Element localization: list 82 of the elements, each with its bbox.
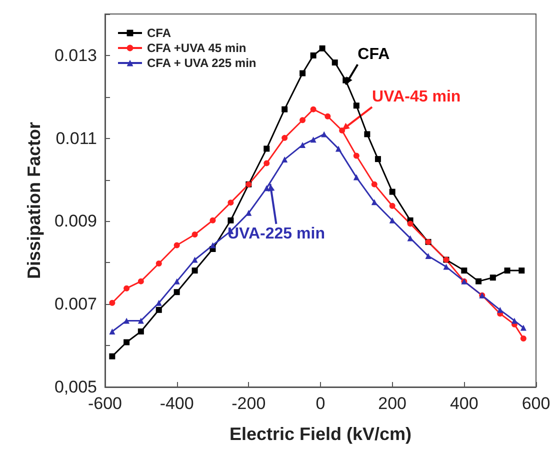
point <box>511 318 518 324</box>
point <box>443 264 450 270</box>
annotation: CFA <box>358 46 390 63</box>
point <box>109 353 116 360</box>
annotation: UVA-225 min <box>227 225 325 242</box>
point <box>520 324 526 331</box>
point <box>353 102 360 109</box>
point <box>389 217 396 224</box>
point <box>156 260 162 266</box>
point <box>210 242 216 248</box>
point <box>490 274 496 281</box>
point <box>461 268 468 274</box>
y-tick-label: 0.009 <box>54 212 97 231</box>
point <box>476 278 482 284</box>
point <box>332 59 338 66</box>
x-tick-label: 400 <box>450 394 478 413</box>
point <box>192 231 198 238</box>
point <box>389 202 396 209</box>
point <box>520 336 526 342</box>
point <box>174 289 180 296</box>
point <box>371 181 378 188</box>
point <box>339 127 346 134</box>
point <box>109 328 116 334</box>
point <box>228 217 234 224</box>
x-tick-label: -200 <box>232 394 266 413</box>
point <box>282 106 288 112</box>
point <box>264 160 270 166</box>
point <box>264 146 270 152</box>
point <box>300 142 306 148</box>
x-tick-label: 600 <box>522 394 550 413</box>
legend-label: CFA + UVA 225 min <box>147 56 256 70</box>
y-tick-label: 0,005 <box>54 378 97 396</box>
point <box>210 217 216 224</box>
point <box>300 70 306 76</box>
y-tick-label: 0.013 <box>54 46 97 65</box>
point <box>425 253 432 260</box>
point <box>389 188 396 195</box>
point <box>518 268 525 274</box>
point <box>497 306 504 313</box>
legend-label: CFA <box>147 26 172 40</box>
point <box>138 278 144 284</box>
x-tick-label: 200 <box>378 394 407 413</box>
point <box>264 185 270 192</box>
x-axis-title: Electric Field (kV/cm) <box>229 424 412 444</box>
point <box>124 318 130 324</box>
point <box>407 220 414 227</box>
point <box>174 278 180 284</box>
point <box>228 200 234 206</box>
x-tick-label: -400 <box>160 394 194 413</box>
point <box>353 152 360 159</box>
point <box>342 77 349 84</box>
point <box>319 45 326 52</box>
point <box>246 210 252 216</box>
point <box>174 242 180 248</box>
y-axis-title: Dissipation Factor <box>24 122 44 280</box>
annotation: UVA-45 min <box>372 88 461 106</box>
point <box>138 328 144 334</box>
point <box>192 268 198 274</box>
legend-label: CFA +UVA 45 min <box>147 41 246 55</box>
point <box>353 174 360 180</box>
point <box>310 52 316 58</box>
point <box>124 339 130 346</box>
point <box>310 136 316 143</box>
point <box>124 285 130 292</box>
y-tick-label: 0.011 <box>56 128 97 148</box>
point <box>156 306 162 313</box>
point <box>504 268 510 274</box>
y-tick-label: 0.007 <box>54 294 97 314</box>
point <box>310 106 316 112</box>
x-tick-label: -600 <box>88 394 122 413</box>
point <box>282 134 288 141</box>
point <box>371 199 378 206</box>
point <box>109 300 116 306</box>
point <box>335 146 342 152</box>
point <box>282 156 288 162</box>
x-tick-label: 0 <box>316 394 326 413</box>
point <box>138 318 144 324</box>
point <box>374 156 381 162</box>
point <box>192 256 198 263</box>
point <box>324 113 331 120</box>
point <box>300 117 306 124</box>
point <box>364 131 370 138</box>
